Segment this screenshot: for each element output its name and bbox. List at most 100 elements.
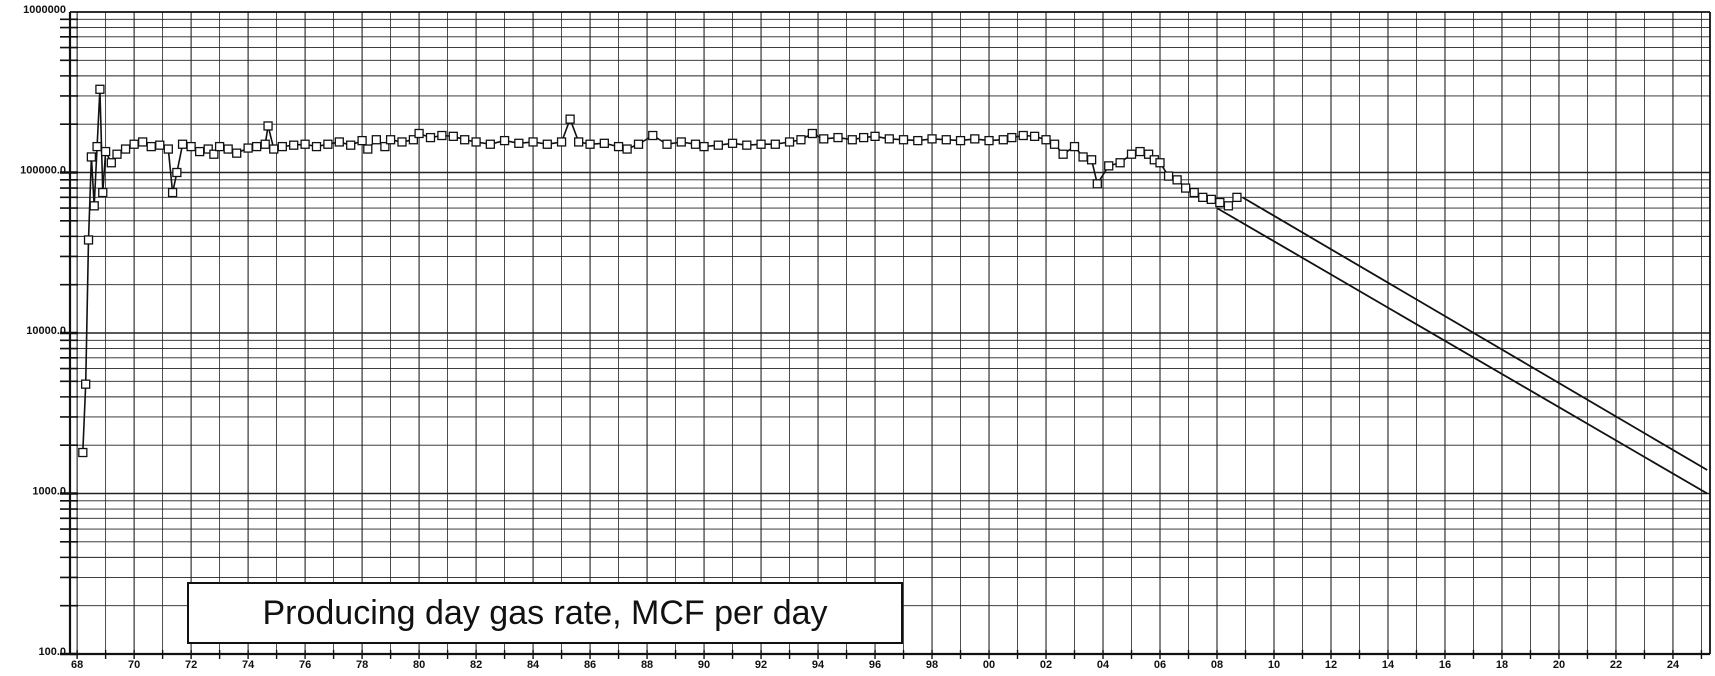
- axes: 1000000 100000.0 10000.0 1000.0 100.0 68 70 72 7…: [20, 4, 1711, 671]
- x-tick-label: 04: [1097, 659, 1110, 671]
- data-point: [1092, 179, 1102, 189]
- data-point: [819, 134, 829, 144]
- data-point: [120, 144, 131, 154]
- x-tick-label: 22: [1610, 659, 1622, 671]
- data-point: [1172, 175, 1182, 185]
- x-tick-label: 96: [869, 659, 881, 671]
- x-tick-label: 86: [584, 659, 596, 671]
- x-tick-label: 08: [1211, 659, 1223, 671]
- x-tick-label: 68: [71, 659, 83, 671]
- data-point: [186, 141, 196, 152]
- data-point: [485, 139, 495, 149]
- data-point: [514, 138, 524, 148]
- data-point: [699, 141, 709, 152]
- data-point: [1058, 149, 1068, 159]
- data-point: [300, 139, 310, 149]
- data-point: [984, 135, 994, 146]
- x-tick-label: 18: [1496, 659, 1508, 671]
- data-point: [1198, 192, 1208, 203]
- forecast-line: [1242, 196, 1708, 471]
- data-point: [833, 132, 843, 143]
- x-tick-label: 78: [356, 659, 368, 671]
- data-point: [209, 149, 219, 159]
- data-point: [252, 141, 262, 152]
- data-point: [898, 135, 909, 145]
- x-tick-label: 14: [1382, 659, 1395, 671]
- data-point: [1115, 158, 1125, 168]
- data-point: [913, 135, 923, 146]
- x-tick-label: 16: [1439, 659, 1451, 671]
- data-point: [998, 135, 1008, 145]
- data-point: [796, 135, 806, 145]
- data-point: [112, 149, 122, 159]
- x-tick-label: 24: [1667, 659, 1680, 671]
- data-point: [1104, 161, 1114, 171]
- data-point: [770, 139, 780, 149]
- data-point: [1041, 135, 1051, 145]
- data-point: [941, 135, 951, 145]
- data-point: [357, 135, 367, 146]
- data-point: [1126, 149, 1137, 159]
- data-point: [269, 144, 279, 154]
- data-point: [83, 235, 94, 245]
- data-point: [172, 167, 182, 178]
- x-tick-label: 88: [641, 659, 653, 671]
- x-tick-label: 82: [470, 659, 482, 671]
- x-tick-label: 20: [1553, 659, 1565, 671]
- data-point: [1018, 130, 1028, 141]
- x-tick-label: 10: [1268, 659, 1280, 671]
- data-point: [163, 144, 173, 154]
- data-point: [214, 141, 225, 152]
- data-point: [100, 146, 111, 157]
- data-point: [858, 132, 869, 143]
- data-point: [203, 144, 213, 154]
- x-tick-label: 92: [755, 659, 767, 671]
- data-point: [425, 132, 436, 143]
- data-point: [86, 152, 97, 162]
- data-point: [89, 201, 99, 211]
- data-point: [662, 139, 672, 149]
- data-point: [1189, 187, 1199, 198]
- series: [78, 84, 1708, 495]
- data-point: [742, 140, 752, 150]
- x-tick-label: 84: [527, 659, 540, 671]
- data-point: [437, 130, 447, 141]
- data-point: [1135, 146, 1145, 157]
- data-point: [1007, 132, 1017, 143]
- data-point: [195, 146, 205, 157]
- y-tick-label: 1000.0: [32, 486, 66, 498]
- data-point: [385, 135, 396, 145]
- data-point: [311, 141, 322, 152]
- data-point: [78, 447, 88, 458]
- data-point: [1143, 149, 1154, 159]
- data-point: [648, 130, 658, 141]
- data-point: [371, 135, 381, 145]
- x-tick-label: 80: [413, 659, 425, 671]
- data-point: [565, 114, 575, 124]
- x-tick-label: 06: [1154, 659, 1166, 671]
- data-point: [927, 134, 937, 144]
- data-point: [81, 379, 91, 389]
- grid: [70, 12, 1710, 655]
- data-point: [585, 139, 595, 149]
- legend-box: Producing day gas rate, MCF per day: [187, 582, 903, 644]
- data-point: [414, 128, 424, 139]
- data-point: [223, 144, 233, 154]
- data-point: [1163, 171, 1174, 181]
- data-point: [807, 128, 817, 139]
- y-tick-label: 100.0: [38, 646, 66, 658]
- data-point: [98, 187, 108, 198]
- data-point: [346, 140, 356, 150]
- data-point: [542, 139, 552, 149]
- data-point: [146, 141, 156, 152]
- x-tick-label: 90: [698, 659, 710, 671]
- data-point: [690, 139, 701, 149]
- data-point: [1029, 131, 1040, 141]
- data-point: [106, 158, 116, 168]
- x-tick-label: 98: [926, 659, 938, 671]
- data-point: [599, 138, 609, 148]
- data-point: [1049, 139, 1060, 149]
- data-point: [1232, 192, 1242, 203]
- x-tick-label: 74: [242, 659, 255, 671]
- y-tick-label: 10000.0: [26, 325, 66, 337]
